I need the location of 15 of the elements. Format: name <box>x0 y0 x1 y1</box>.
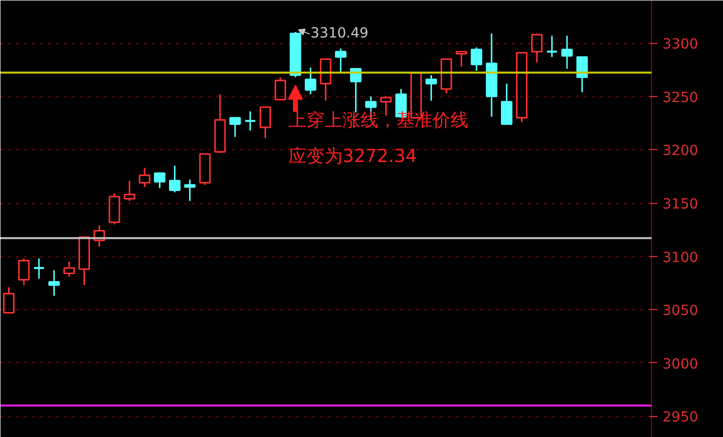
candlestick <box>32 258 45 280</box>
y-tick-label: 3250 <box>662 90 698 106</box>
y-tick-label: 2950 <box>662 410 698 426</box>
y-tick-label: 3100 <box>662 250 698 266</box>
candlestick <box>244 110 256 132</box>
y-tick-label: 3050 <box>662 303 698 320</box>
candlestick <box>48 269 60 296</box>
annotation: 3310.49 <box>310 25 368 42</box>
y-tick-label: 3000 <box>662 356 698 372</box>
annotation: 应变为3272.34 <box>288 146 417 167</box>
y-tick-label: 3300 <box>662 36 698 53</box>
candlestick <box>561 34 573 70</box>
y-tick-label: 3200 <box>662 143 698 160</box>
candlestick <box>486 32 498 118</box>
y-tick-label: 3150 <box>662 196 698 213</box>
